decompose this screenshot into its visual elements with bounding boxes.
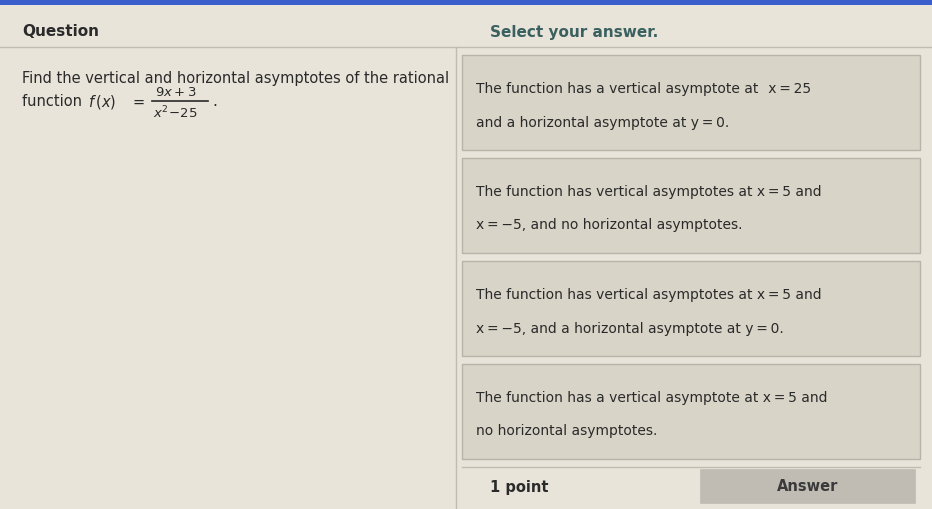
Text: no horizontal asymptotes.: no horizontal asymptotes. [476,423,657,438]
Text: x = −5, and no horizontal asymptotes.: x = −5, and no horizontal asymptotes. [476,218,743,232]
Text: function: function [22,94,91,109]
Text: Question: Question [22,24,99,39]
Text: $f\,(x)$: $f\,(x)$ [88,93,116,111]
Text: 1 point: 1 point [490,479,549,495]
Text: and a horizontal asymptote at y = 0.: and a horizontal asymptote at y = 0. [476,115,729,129]
FancyBboxPatch shape [462,262,920,356]
Text: $x^2\!-\!25$: $x^2\!-\!25$ [153,104,198,121]
FancyBboxPatch shape [0,0,932,6]
Text: $9x+3$: $9x+3$ [155,86,197,98]
FancyBboxPatch shape [462,159,920,253]
Text: Find the vertical and horizontal asymptotes of the rational: Find the vertical and horizontal asympto… [22,70,449,86]
Text: The function has vertical asymptotes at x = 5 and: The function has vertical asymptotes at … [476,288,822,302]
Text: The function has vertical asymptotes at x = 5 and: The function has vertical asymptotes at … [476,185,822,199]
Text: Answer: Answer [776,478,838,494]
Text: The function has a vertical asymptote at x = 5 and: The function has a vertical asymptote at… [476,390,828,405]
FancyBboxPatch shape [462,56,920,151]
Text: .: . [212,94,217,109]
Text: The function has a vertical asymptote at   x = 25: The function has a vertical asymptote at… [476,82,811,96]
FancyBboxPatch shape [700,469,915,503]
Text: =: = [132,94,144,109]
Text: x = −5, and a horizontal asymptote at y = 0.: x = −5, and a horizontal asymptote at y … [476,321,784,335]
Text: Select your answer.: Select your answer. [490,24,658,39]
FancyBboxPatch shape [462,364,920,459]
